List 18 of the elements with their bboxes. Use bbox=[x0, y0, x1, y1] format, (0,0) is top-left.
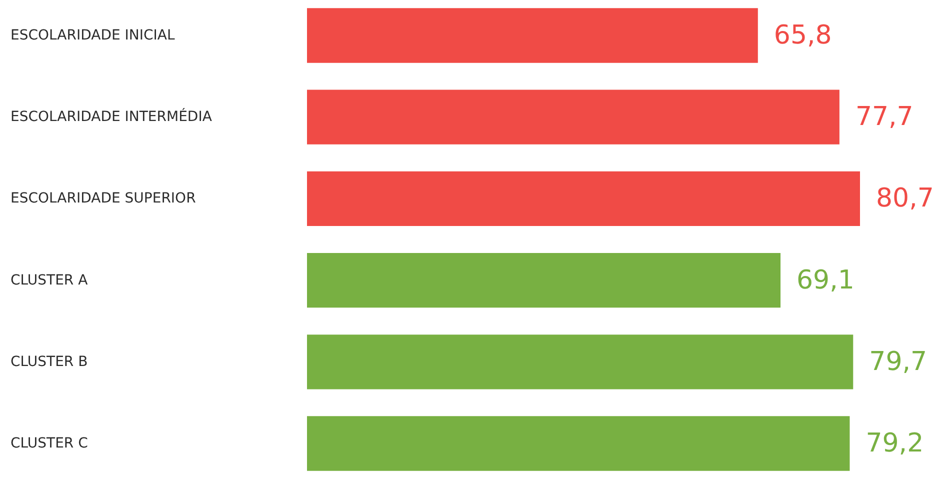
data-label: 79,2 bbox=[866, 428, 924, 459]
bar bbox=[307, 171, 860, 226]
bar bbox=[307, 8, 758, 63]
y-tick-label: CLUSTER A bbox=[10, 272, 88, 288]
y-tick-label: ESCOLARIDADE SUPERIOR bbox=[10, 190, 196, 207]
y-tick-label: ESCOLARIDADE INICIAL bbox=[10, 27, 175, 44]
bar bbox=[307, 416, 850, 471]
data-label: 65,8 bbox=[774, 20, 832, 50]
y-tick-label: CLUSTER C bbox=[10, 436, 88, 452]
bar bbox=[307, 90, 840, 144]
y-tick-label: ESCOLARIDADE INTERMÉDIA bbox=[10, 108, 212, 126]
y-tick-label: CLUSTER B bbox=[10, 354, 88, 370]
bar bbox=[307, 334, 854, 390]
bar bbox=[307, 252, 781, 308]
data-label: 69,1 bbox=[796, 265, 854, 296]
data-label: 79,7 bbox=[869, 346, 928, 377]
data-label: 80,7 bbox=[876, 184, 934, 214]
data-label: 77,7 bbox=[855, 102, 914, 132]
